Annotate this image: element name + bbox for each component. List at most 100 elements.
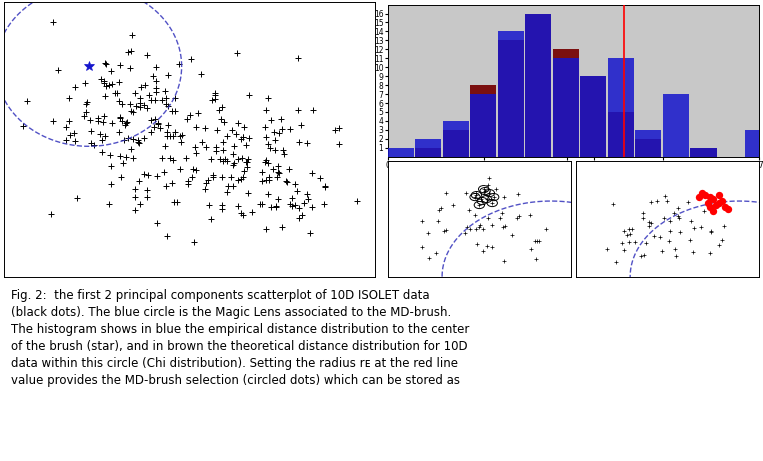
Point: [145, 128, 157, 136]
Point: [687, 248, 700, 255]
Point: [672, 204, 684, 212]
Point: [198, 124, 211, 132]
Point: [237, 133, 249, 141]
Point: [182, 180, 194, 188]
Point: [160, 94, 172, 101]
Point: [103, 200, 115, 207]
Point: [636, 253, 648, 260]
Point: [201, 176, 214, 183]
Point: [68, 129, 80, 136]
Point: [207, 174, 219, 181]
Point: [658, 214, 670, 222]
Bar: [608, 58, 634, 157]
Point: [540, 225, 552, 232]
Point: [283, 126, 295, 133]
Point: [417, 217, 429, 225]
Point: [525, 245, 537, 253]
Point: [150, 84, 163, 92]
Point: [713, 191, 725, 199]
Bar: [470, 94, 496, 157]
Point: [688, 224, 700, 231]
Point: [222, 182, 234, 189]
Point: [301, 140, 313, 147]
Point: [710, 201, 723, 209]
Point: [722, 205, 734, 213]
Point: [208, 92, 221, 99]
Point: [610, 258, 622, 266]
Point: [138, 135, 150, 142]
Point: [237, 167, 250, 174]
Point: [664, 217, 676, 225]
Point: [607, 201, 619, 208]
Point: [266, 165, 278, 173]
Point: [506, 231, 518, 238]
Point: [134, 95, 146, 102]
Point: [486, 199, 498, 207]
Point: [701, 199, 713, 207]
Point: [662, 237, 674, 244]
Point: [243, 189, 255, 196]
Point: [645, 198, 657, 206]
Point: [481, 242, 493, 250]
Point: [99, 60, 111, 67]
Point: [139, 81, 151, 89]
Point: [286, 195, 298, 202]
Point: [71, 195, 83, 202]
Point: [143, 91, 155, 98]
Point: [174, 166, 186, 173]
Point: [262, 140, 274, 148]
Point: [319, 183, 331, 190]
Point: [150, 77, 162, 85]
Point: [626, 226, 639, 233]
Point: [21, 97, 33, 105]
Point: [141, 51, 153, 59]
Point: [259, 159, 272, 166]
Point: [432, 217, 444, 225]
Point: [45, 211, 57, 218]
Point: [470, 225, 482, 232]
Point: [483, 175, 495, 182]
Point: [272, 162, 285, 170]
Point: [217, 139, 229, 146]
Point: [169, 108, 181, 115]
Point: [149, 97, 161, 104]
Point: [291, 54, 304, 62]
Point: [705, 227, 717, 234]
Bar: [552, 49, 579, 157]
Point: [440, 189, 452, 197]
Point: [640, 240, 652, 247]
Point: [184, 112, 196, 119]
Point: [668, 209, 680, 216]
Point: [95, 75, 107, 83]
Point: [668, 245, 681, 252]
Point: [169, 94, 182, 101]
Point: [616, 239, 628, 247]
Point: [293, 214, 305, 222]
Point: [219, 155, 231, 162]
Point: [618, 227, 630, 235]
Point: [147, 72, 159, 79]
Point: [63, 132, 76, 139]
Point: [228, 142, 240, 150]
Point: [228, 159, 240, 166]
Point: [479, 188, 491, 195]
Point: [623, 225, 636, 233]
Point: [306, 169, 318, 177]
Point: [302, 195, 314, 202]
Point: [440, 226, 452, 234]
Point: [63, 95, 76, 102]
Point: [120, 153, 132, 160]
Point: [276, 224, 288, 231]
Text: Fig. 2:  the first 2 principal components scatterplot of 10D ISOLET data
(black : Fig. 2: the first 2 principal components…: [11, 289, 470, 387]
Point: [124, 64, 137, 71]
Point: [636, 209, 649, 216]
Bar: [581, 76, 607, 157]
Point: [262, 160, 275, 167]
Point: [145, 116, 157, 124]
Point: [152, 119, 164, 126]
Point: [485, 221, 497, 229]
Point: [114, 61, 126, 69]
Point: [288, 181, 301, 188]
Point: [78, 112, 90, 120]
Point: [232, 176, 244, 183]
